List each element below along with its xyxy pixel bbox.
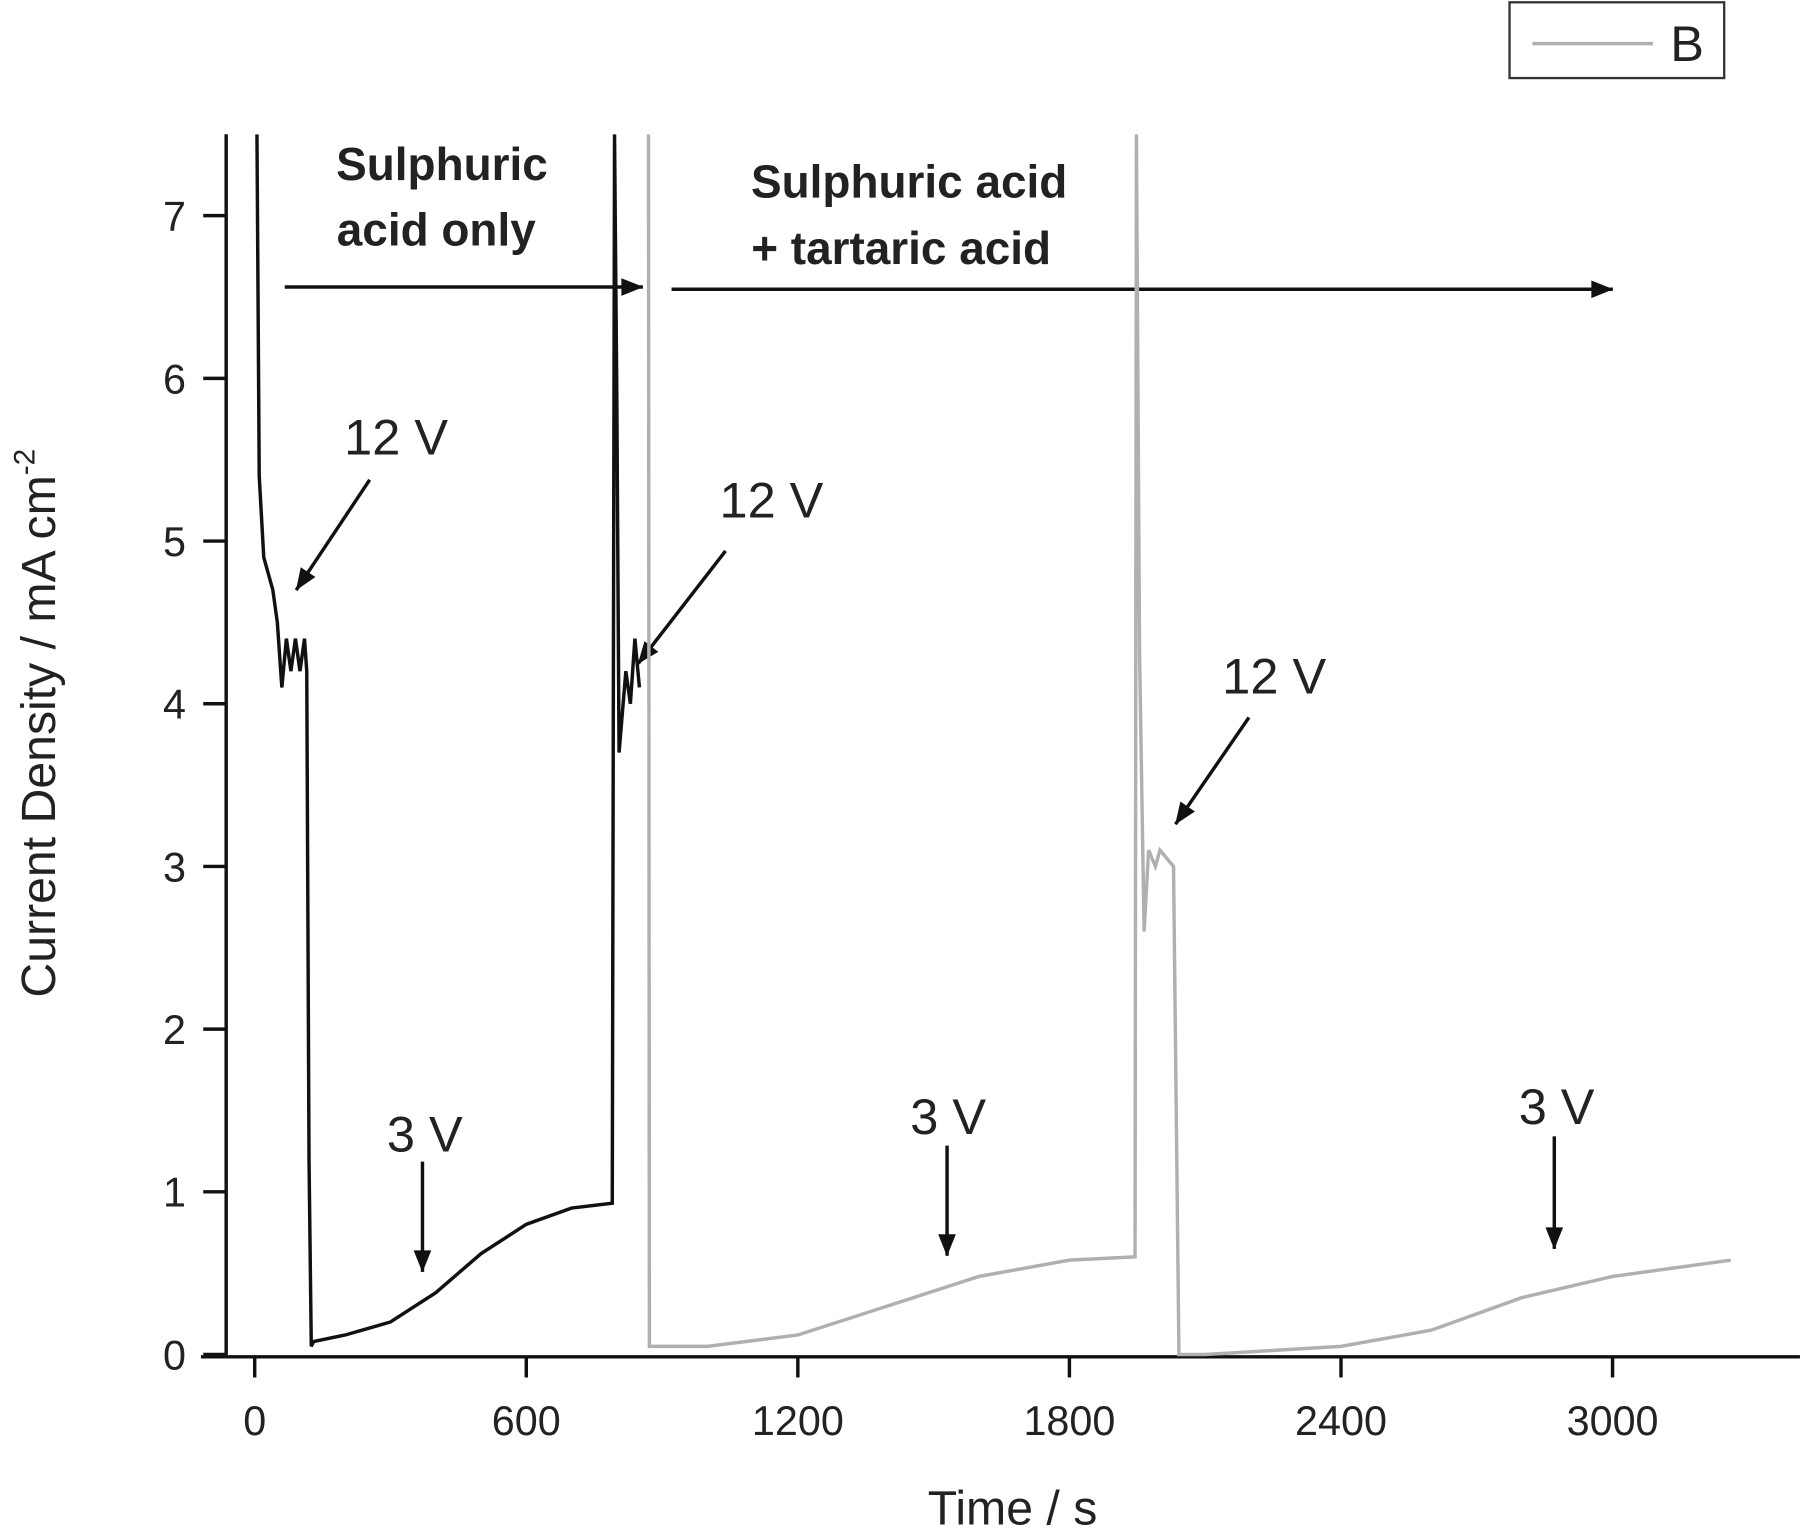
y-tick-label: 2 [163, 1007, 186, 1053]
annotation: acid only [337, 204, 536, 256]
annotation: 3 V [910, 1088, 986, 1145]
x-tick-label: 1800 [1023, 1398, 1115, 1444]
series-line [646, 134, 1731, 1357]
y-tick-label: 5 [163, 519, 186, 565]
y-axis-label: Current Density / mA cm-2 [8, 449, 66, 998]
y-axis-label-superscript: -2 [8, 449, 41, 476]
y-tick-label: 4 [163, 682, 186, 728]
annotation: 12 V [1222, 647, 1326, 704]
pointer-arrow [1174, 716, 1251, 826]
pointer-arrow [294, 478, 372, 591]
x-tick-label: 1200 [752, 1398, 844, 1444]
annotation: 12 V [344, 409, 448, 466]
annotation: 3 V [387, 1105, 463, 1162]
y-tick-label: 7 [163, 194, 186, 240]
legend-label: B [1670, 15, 1704, 72]
plot-area [255, 134, 1731, 1357]
y-tick-label: 1 [163, 1170, 186, 1216]
x-axis-label: Time / s [928, 1481, 1098, 1529]
y-axis-label-main: Current Density / mA cm [12, 475, 66, 997]
series-line [255, 134, 642, 1348]
pointer-arrow [636, 549, 727, 665]
x-tick-label: 3000 [1567, 1398, 1659, 1444]
x-tick-label: 2400 [1295, 1398, 1387, 1444]
y-tick-label: 0 [163, 1332, 186, 1378]
legend-box [1508, 1, 1726, 80]
y-tick-label: 3 [163, 844, 186, 890]
annotation: + tartaric acid [751, 222, 1051, 274]
annotation: 12 V [719, 472, 823, 529]
arrows [284, 278, 1614, 1273]
x-tick-label: 0 [243, 1398, 266, 1444]
x-tick-label: 600 [492, 1398, 561, 1444]
annotation: Sulphuric [336, 138, 548, 190]
annotation: Sulphuric acid [751, 155, 1067, 207]
y-tick-label: 6 [163, 356, 186, 402]
annotation: 3 V [1519, 1078, 1595, 1135]
